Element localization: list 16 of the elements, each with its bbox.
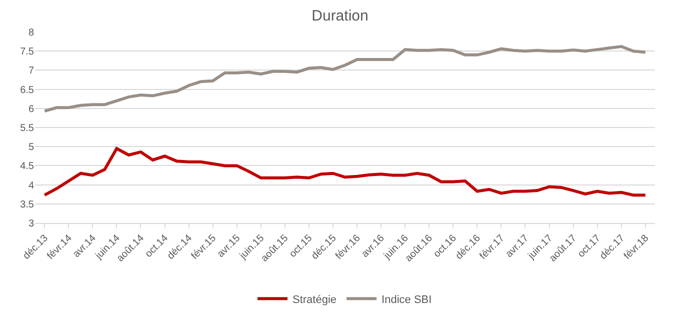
line-series <box>43 45 647 113</box>
y-tick-label: 4 <box>28 180 34 192</box>
legend-label: Indice SBI <box>382 294 432 306</box>
legend-label: Stratégie <box>292 294 337 306</box>
y-tick-label: 6 <box>28 104 34 115</box>
y-tick-label: 8 <box>28 28 34 38</box>
y-tick-label: 6.5 <box>20 84 34 96</box>
y-tick-label: 5 <box>28 142 34 154</box>
y-tick-label: 7 <box>28 66 34 77</box>
chart-title: Duration <box>312 7 368 24</box>
y-tick-label: 3 <box>28 218 34 230</box>
line-series <box>43 147 647 197</box>
y-tick-label: 7.5 <box>20 46 34 58</box>
y-tick-label: 3.5 <box>20 199 34 210</box>
y-tick-label: 4.5 <box>20 161 34 172</box>
y-tick-label: 5.5 <box>20 123 34 134</box>
